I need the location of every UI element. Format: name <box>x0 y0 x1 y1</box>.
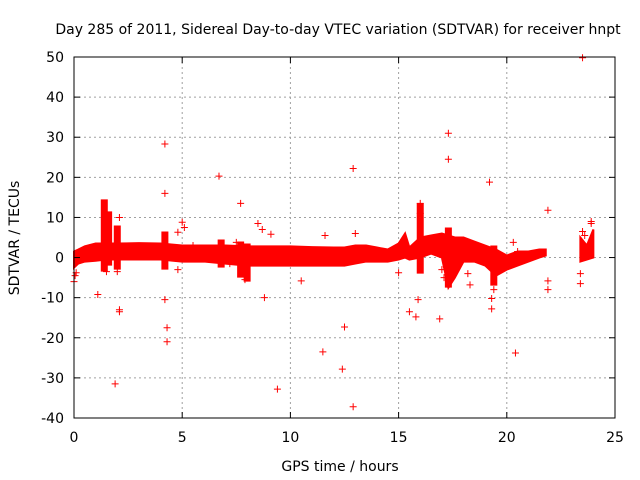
data-point <box>174 266 182 274</box>
data-point <box>161 189 169 197</box>
data-point <box>241 276 249 284</box>
data-point <box>579 54 587 62</box>
data-point <box>576 280 584 288</box>
data-point <box>258 225 266 233</box>
y-tick-label: 30 <box>46 130 64 146</box>
data-point <box>438 266 446 274</box>
x-axis-label: GPS time / hours <box>281 459 398 475</box>
data-point <box>444 129 452 137</box>
data-point <box>444 155 452 163</box>
data-point <box>436 315 444 323</box>
data-point <box>178 218 186 226</box>
data-point <box>405 308 413 316</box>
data-point <box>260 294 268 302</box>
data-point <box>488 294 496 302</box>
data-point <box>544 277 552 285</box>
data-point <box>579 227 587 235</box>
data-point <box>189 242 197 250</box>
data-point <box>319 348 327 356</box>
ticks: 0 5 10 15 20 25 -40 -30 -20 -10 0 10 20 30 40 50 <box>41 50 624 446</box>
x-tick-label: 5 <box>178 430 187 446</box>
data-point <box>273 385 281 393</box>
data-point <box>395 269 403 277</box>
data-point <box>226 260 234 268</box>
grid <box>74 57 615 418</box>
data-point <box>576 270 584 278</box>
data-points <box>70 54 595 411</box>
data-point <box>163 338 171 346</box>
data-point <box>349 165 357 173</box>
data-point <box>267 230 275 238</box>
data-point <box>111 380 119 388</box>
data-point <box>115 213 123 221</box>
x-tick-label: 15 <box>390 430 408 446</box>
data-point <box>581 231 589 239</box>
data-point <box>180 223 188 231</box>
data-point <box>416 209 424 217</box>
chart-title: Day 285 of 2011, Sidereal Day-to-day VTE… <box>55 22 621 38</box>
data-point <box>254 219 262 227</box>
data-point <box>338 365 346 373</box>
y-tick-label: -40 <box>41 411 64 427</box>
data-point <box>161 296 169 304</box>
data-point <box>349 403 357 411</box>
data-point <box>102 268 110 276</box>
data-point <box>466 281 474 289</box>
data-point <box>416 199 424 207</box>
data-point <box>511 349 519 357</box>
data-point <box>544 206 552 214</box>
data-point <box>94 290 102 298</box>
data-point <box>412 313 420 321</box>
data-point <box>113 268 121 276</box>
dense-data-band <box>73 231 547 291</box>
data-point <box>237 199 245 207</box>
data-point <box>440 274 448 282</box>
x-tick-label: 25 <box>606 430 624 446</box>
data-point <box>544 286 552 294</box>
y-tick-label: 50 <box>46 50 64 66</box>
data-point <box>485 178 493 186</box>
data-point <box>449 270 457 278</box>
y-tick-label: 40 <box>46 90 64 106</box>
data-point <box>232 238 240 246</box>
dense-data-band-late <box>579 229 595 263</box>
x-tick-label: 20 <box>498 430 516 446</box>
x-tick-label: 0 <box>70 430 79 446</box>
y-tick-label: -20 <box>41 331 64 347</box>
y-tick-label: -10 <box>41 291 64 307</box>
data-point <box>514 248 522 256</box>
data-point <box>161 140 169 148</box>
data-point <box>297 277 305 285</box>
plot-frame <box>73 56 616 419</box>
data-point <box>464 270 472 278</box>
y-axis-label: SDTVAR / TECUs <box>7 181 23 296</box>
data-point <box>174 228 182 236</box>
data-point <box>321 231 329 239</box>
data-point <box>163 324 171 332</box>
data-point <box>341 323 348 331</box>
data-point <box>587 217 595 225</box>
data-point <box>481 250 489 258</box>
data-point <box>414 296 422 304</box>
y-tick-label: 10 <box>46 210 64 226</box>
y-tick-label: 20 <box>46 170 64 186</box>
data-point <box>351 229 359 237</box>
x-tick-label: 10 <box>281 430 299 446</box>
y-tick-label: -30 <box>41 371 64 387</box>
data-point <box>115 308 123 316</box>
data-point <box>490 286 498 294</box>
y-tick-label: 0 <box>55 251 64 267</box>
data-point <box>509 238 517 246</box>
data-point <box>488 305 496 313</box>
data-point <box>215 172 223 180</box>
